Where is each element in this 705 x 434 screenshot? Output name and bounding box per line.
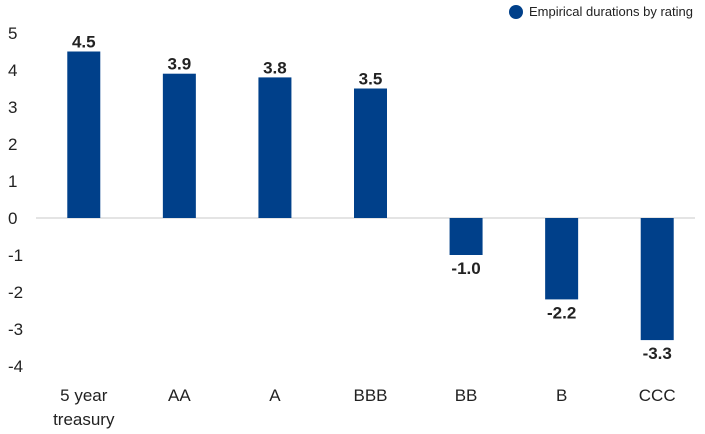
bar	[640, 218, 674, 341]
data-label: -1.0	[451, 259, 480, 278]
y-tick-label: 4	[8, 61, 17, 80]
bar	[449, 218, 483, 255]
legend-label: Empirical durations by rating	[528, 4, 693, 19]
x-tick-label: BBB	[353, 386, 387, 405]
bar	[354, 88, 387, 218]
data-label: 3.8	[263, 58, 287, 77]
y-tick-label: -4	[8, 357, 23, 376]
data-label: 4.5	[72, 33, 96, 52]
data-label: -2.2	[547, 303, 576, 322]
data-label: 3.5	[359, 70, 383, 89]
legend: Empirical durations by rating	[508, 4, 693, 19]
x-tick-label: A	[269, 386, 281, 405]
x-tick-label: treasury	[53, 410, 115, 429]
x-tick-label: AA	[168, 386, 191, 405]
x-tick-label: BB	[455, 386, 478, 405]
data-label: 3.9	[168, 55, 192, 74]
bar	[162, 73, 196, 218]
y-tick-label: -2	[8, 283, 23, 302]
bar	[67, 51, 101, 218]
bar	[545, 218, 579, 300]
data-label: -3.3	[643, 344, 672, 363]
bar	[258, 77, 292, 219]
y-tick-label: 0	[8, 209, 17, 228]
y-tick-label: -3	[8, 320, 23, 339]
y-tick-label: 5	[8, 24, 17, 43]
x-tick-label: CCC	[639, 386, 676, 405]
y-tick-label: 1	[8, 172, 17, 191]
x-tick-label: 5 year	[60, 386, 108, 405]
y-tick-label: 3	[8, 98, 17, 117]
x-tick-label: B	[556, 386, 567, 405]
y-tick-label: 2	[8, 135, 17, 154]
legend-swatch	[508, 4, 523, 19]
y-tick-label: -1	[8, 246, 23, 265]
